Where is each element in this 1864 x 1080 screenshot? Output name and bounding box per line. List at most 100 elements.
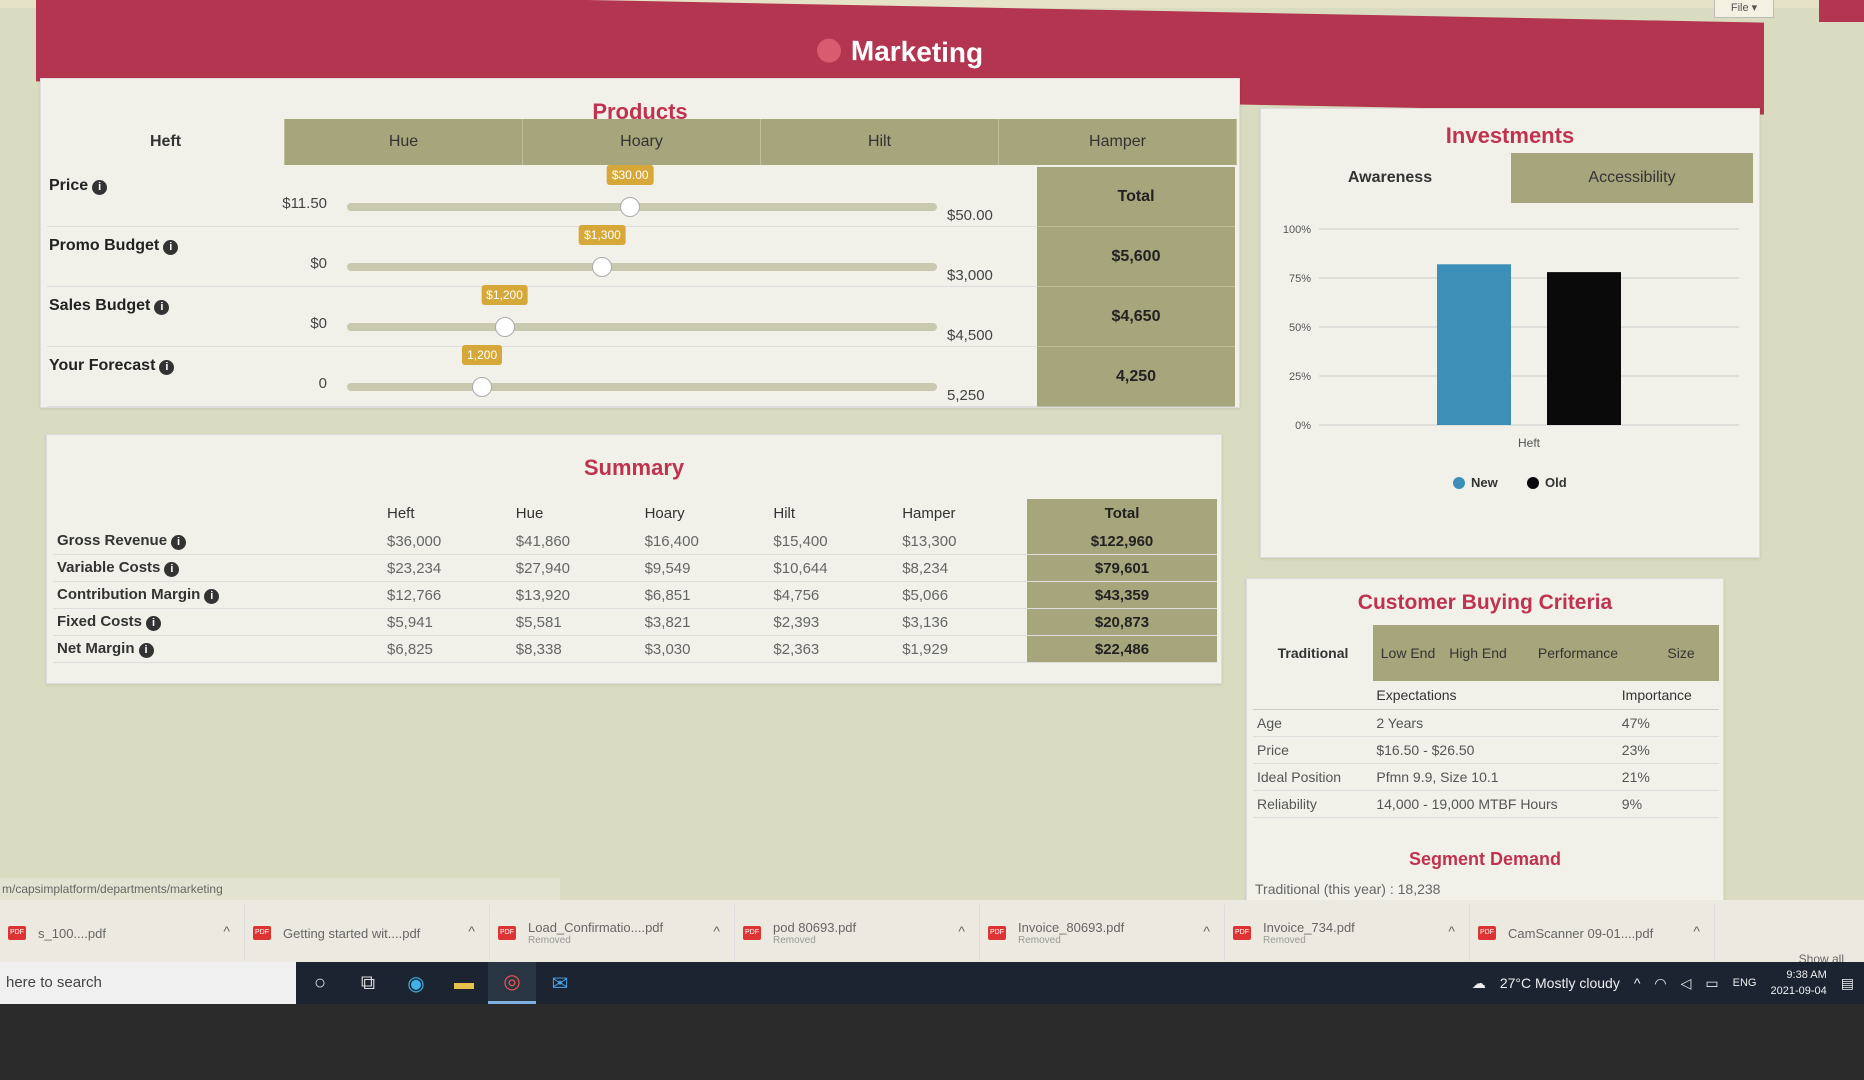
download-item[interactable]: PDF CamScanner 09-01....pdf ^ xyxy=(1470,905,1715,961)
summary-label-text: Fixed Costs xyxy=(57,613,143,630)
summary-cell: $5,941 xyxy=(383,608,512,636)
slider-thumb[interactable] xyxy=(592,257,613,277)
tab-accessibility[interactable]: Accessibility xyxy=(1511,153,1753,203)
clock-date: 2021-09-04 xyxy=(1770,985,1827,997)
row-label: Your Forecast i xyxy=(49,357,175,375)
pdf-icon: PDF xyxy=(253,926,271,940)
chevron-up-icon[interactable]: ^ xyxy=(1448,923,1455,939)
summary-panel: Summary Heft Hue Hoary Hilt Hamper Total Gross… xyxy=(46,434,1222,684)
summary-row: Contribution Margin i $12,766 $13,920 $6,851… xyxy=(53,581,1217,609)
summary-cell: $13,300 xyxy=(898,528,1027,555)
criterion-importance: 23% xyxy=(1617,736,1719,764)
download-item[interactable]: PDF Load_Confirmatio....pdf Removed ^ xyxy=(490,905,735,961)
volume-icon[interactable]: ◁ xyxy=(1680,974,1692,991)
criteria-row: Ideal Position Pfmn 9.9, Size 10.1 21% xyxy=(1253,763,1719,791)
info-icon[interactable]: i xyxy=(146,616,162,631)
chevron-up-icon[interactable]: ^ xyxy=(713,923,720,939)
criterion-expectation: 14,000 - 19,000 MTBF Hours xyxy=(1372,790,1618,818)
tab-hue[interactable]: Hue xyxy=(285,119,523,165)
summary-cell: $3,821 xyxy=(640,608,770,636)
summary-cell: $8,338 xyxy=(511,635,641,663)
network-icon[interactable]: ◠ xyxy=(1654,974,1667,991)
chevron-up-icon[interactable]: ^ xyxy=(1693,923,1700,939)
chevron-up-icon[interactable]: ^ xyxy=(1203,923,1210,939)
slider-thumb[interactable] xyxy=(620,197,641,217)
slider-max: $50.00 xyxy=(947,207,993,224)
summary-cell: $5,581 xyxy=(511,608,641,636)
criterion-importance: 47% xyxy=(1617,709,1719,737)
tab-hamper[interactable]: Hamper xyxy=(999,119,1237,165)
slider-track[interactable]: $30.00 xyxy=(347,165,937,217)
download-name: CamScanner 09-01....pdf xyxy=(1508,925,1654,941)
summary-row-label: Net Margin i xyxy=(53,635,383,663)
slider-max: 5,250 xyxy=(947,387,985,404)
download-item[interactable]: PDF s_100....pdf ^ xyxy=(0,905,245,961)
download-status: Removed xyxy=(528,935,571,946)
file-explorer-icon[interactable]: ▬ xyxy=(454,971,474,994)
info-icon[interactable]: i xyxy=(164,562,180,577)
download-name: Load_Confirmatio....pdf xyxy=(528,920,664,935)
tab-high-end[interactable]: High End xyxy=(1443,625,1513,681)
chevron-up-icon[interactable]: ^ xyxy=(468,923,475,939)
summary-column-header: Total xyxy=(1027,499,1217,528)
download-item[interactable]: PDF Invoice_734.pdf Removed ^ xyxy=(1225,905,1470,961)
tab-performance[interactable]: Performance xyxy=(1513,625,1643,681)
info-icon[interactable]: i xyxy=(138,643,154,658)
legend-label: Old xyxy=(1545,475,1567,490)
chevron-up-icon[interactable]: ^ xyxy=(958,923,965,939)
status-url: m/capsimplatform/departments/marketing xyxy=(0,878,560,900)
mail-icon[interactable]: ✉ xyxy=(551,972,569,995)
taskbar-search[interactable]: here to search xyxy=(0,962,296,1004)
download-status: Removed xyxy=(1018,935,1061,946)
cortana-icon[interactable]: ○ xyxy=(313,971,327,994)
keyboard-icon[interactable]: ▭ xyxy=(1705,974,1719,991)
summary-column-header: Hamper xyxy=(902,505,956,522)
download-text: Invoice_734.pdf Removed xyxy=(1263,920,1355,946)
info-icon[interactable]: i xyxy=(171,535,187,550)
info-icon[interactable]: i xyxy=(163,240,179,255)
info-icon[interactable]: i xyxy=(159,360,175,375)
download-name: Getting started wit....pdf xyxy=(283,925,421,941)
slider-track[interactable]: $1,300 xyxy=(347,225,937,277)
download-item[interactable]: PDF Invoice_80693.pdf Removed ^ xyxy=(980,905,1225,961)
criterion-name: Ideal Position xyxy=(1253,763,1373,791)
investment-tabs: Awareness Accessibility xyxy=(1269,153,1753,203)
slider-track[interactable]: 1,200 xyxy=(347,345,937,397)
row-label-text: Your Forecast xyxy=(49,357,156,374)
language-indicator[interactable]: ENG xyxy=(1732,977,1757,989)
edge-icon[interactable]: ◉ xyxy=(407,972,425,995)
file-menu-button[interactable]: File ▾ xyxy=(1714,0,1774,18)
clock[interactable]: 9:38 AM 2021-09-04 xyxy=(1770,967,1826,999)
info-icon[interactable]: i xyxy=(92,180,108,195)
x-category-label: Heft xyxy=(1518,436,1541,450)
tab-heft[interactable]: Heft xyxy=(47,119,285,165)
product-decision-rows: Price i $11.50 $30.00 $50.00 Total Promo Budge… xyxy=(47,165,1235,407)
slider-thumb[interactable] xyxy=(472,377,493,397)
tab-traditional[interactable]: Traditional xyxy=(1253,625,1373,681)
summary-cell: $15,400 xyxy=(769,528,899,555)
download-item[interactable]: PDF pod 80693.pdf Removed ^ xyxy=(735,905,980,961)
tab-low-end[interactable]: Low End xyxy=(1373,625,1443,681)
corner-button[interactable] xyxy=(1819,0,1864,22)
slider-min: $0 xyxy=(310,255,327,272)
chrome-icon[interactable]: ◎ xyxy=(488,962,536,1004)
row-total: 4,250 xyxy=(1037,347,1235,407)
info-icon[interactable]: i xyxy=(204,589,220,604)
tab-size[interactable]: Size xyxy=(1643,625,1719,681)
weather-text[interactable]: 27°C Mostly cloudy xyxy=(1499,975,1620,991)
chevron-up-icon[interactable]: ^ xyxy=(223,923,230,939)
slider-thumb[interactable] xyxy=(494,317,515,337)
slider-track[interactable]: $1,200 xyxy=(347,285,937,337)
tab-awareness[interactable]: Awareness xyxy=(1269,153,1511,203)
tab-hoary[interactable]: Hoary xyxy=(523,119,761,165)
segment-tabs: Traditional Low End High End Performance… xyxy=(1253,625,1719,681)
criteria-row: Reliability 14,000 - 19,000 MTBF Hours 9% xyxy=(1253,790,1719,818)
product-row: Price i $11.50 $30.00 $50.00 Total xyxy=(47,165,1235,227)
download-item[interactable]: PDF Getting started wit....pdf ^ xyxy=(245,905,490,961)
info-icon[interactable]: i xyxy=(154,300,170,315)
notification-icon[interactable]: ▤ xyxy=(1840,974,1854,991)
chevron-up-icon[interactable]: ^ xyxy=(1633,975,1641,991)
total-header: Total xyxy=(1037,167,1235,227)
tab-hilt[interactable]: Hilt xyxy=(761,119,999,165)
task-view-icon[interactable]: ⧉ xyxy=(360,971,376,994)
